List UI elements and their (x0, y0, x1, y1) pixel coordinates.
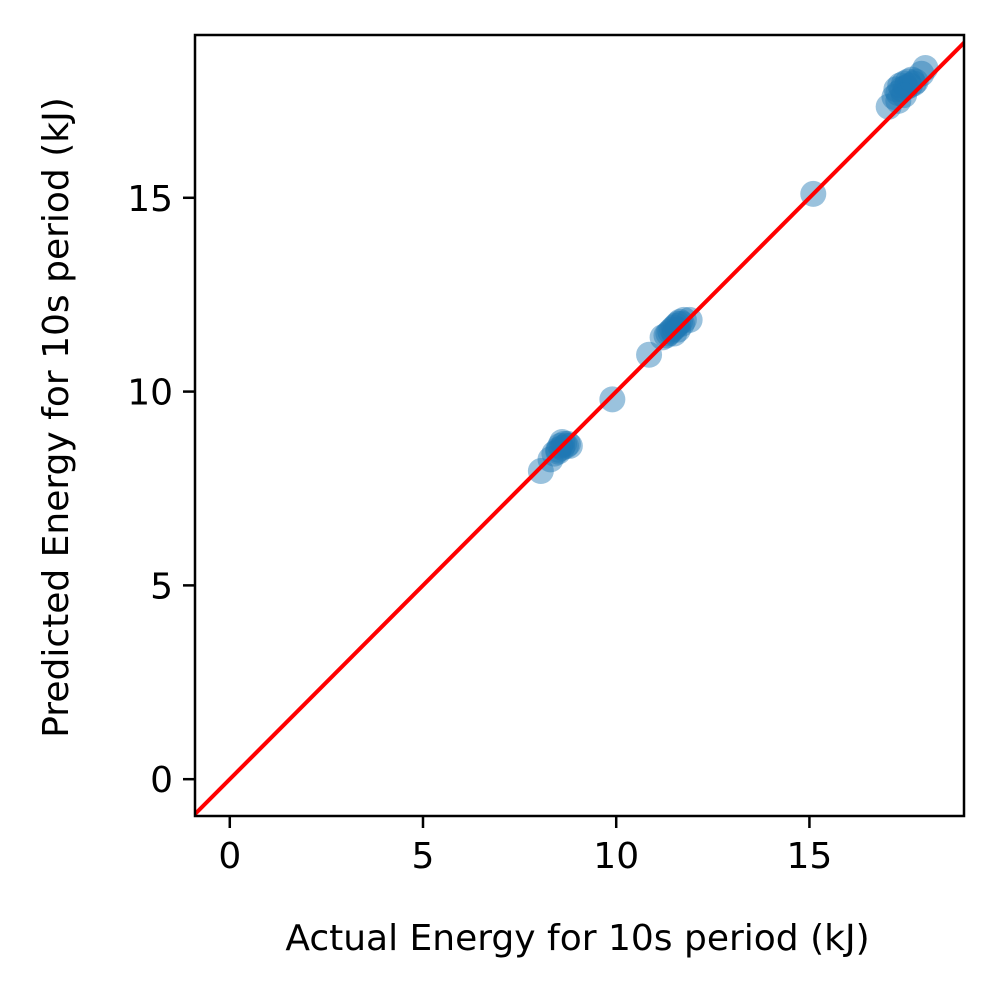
y-axis-title: Predicted Energy for 10s period (kJ) (36, 97, 77, 738)
data-point (659, 316, 686, 343)
data-point (661, 314, 688, 341)
data-point (885, 87, 912, 114)
data-point (891, 70, 918, 97)
data-point (556, 432, 583, 459)
y-axis: 0 5 10 15 (127, 179, 195, 801)
x-axis-title: Actual Energy for 10s period (kJ) (285, 918, 869, 959)
data-point (657, 318, 684, 345)
data-point (549, 428, 576, 455)
data-point (912, 54, 939, 81)
data-point (666, 308, 693, 335)
reference-line-layer (195, 39, 964, 816)
y-tick-label: 15 (127, 179, 173, 220)
data-point (891, 82, 918, 109)
x-tick-label: 5 (412, 836, 435, 877)
x-tick-label: 15 (787, 836, 833, 877)
data-point (665, 310, 692, 337)
plot-frame (193, 33, 966, 818)
data-point (887, 72, 914, 99)
data-point (599, 386, 626, 413)
data-point (902, 68, 929, 95)
data-point (663, 312, 690, 339)
data-point (883, 76, 910, 103)
x-tick-label: 0 (218, 836, 241, 877)
data-point (527, 458, 554, 485)
reference-line (195, 39, 964, 816)
data-point (655, 320, 682, 347)
y-tick-label: 5 (150, 566, 173, 607)
data-point (649, 324, 676, 351)
data-point (636, 341, 663, 368)
data-point (670, 306, 697, 333)
data-point (900, 70, 927, 97)
x-axis: 0 5 10 15 (218, 816, 832, 877)
data-point (552, 432, 579, 459)
y-tick-label: 10 (127, 373, 173, 414)
x-tick-label: 10 (593, 836, 639, 877)
data-point (894, 68, 921, 95)
y-tick-label: 0 (150, 760, 173, 801)
data-point (653, 322, 680, 349)
data-point (554, 430, 581, 457)
